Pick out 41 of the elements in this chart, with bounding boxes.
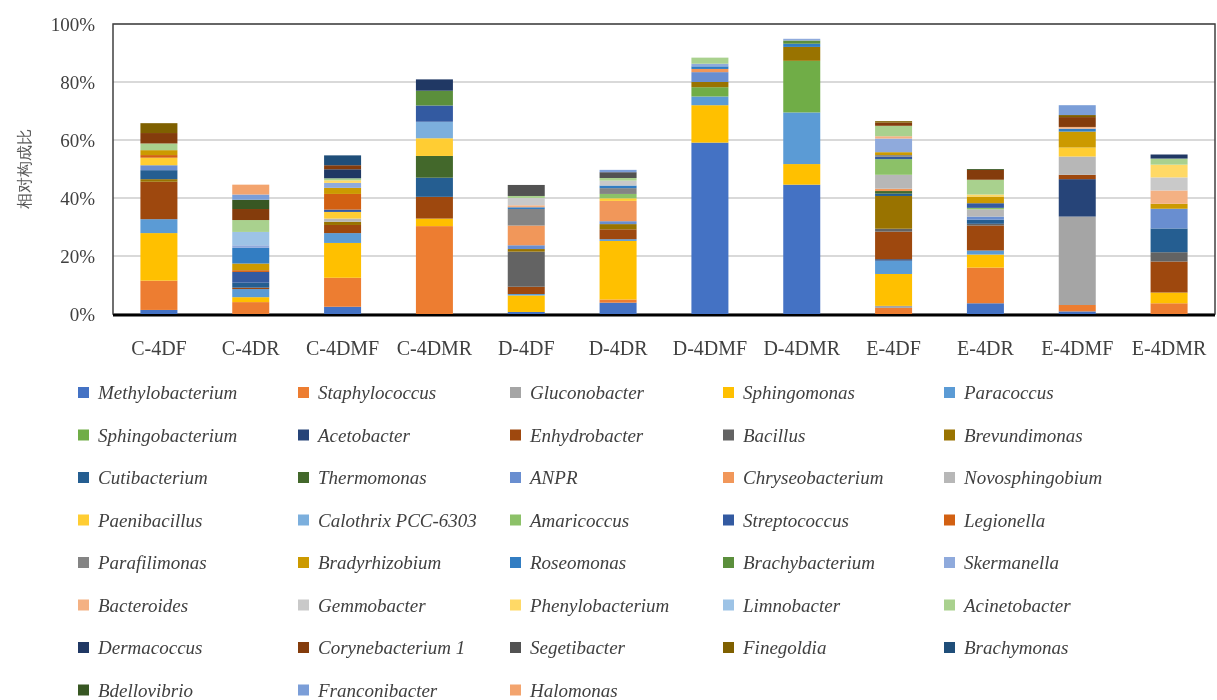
y-tick-label: 20% [60,246,96,267]
legend-label: Paracoccus [963,382,1054,403]
x-tick-label: C-4DF [131,337,187,359]
x-tick-label: D-4DR [588,337,649,359]
x-tick-label: D-4DF [497,337,555,359]
x-tick-label: C-4DMF [305,337,380,359]
x-tick-label: C-4DMR [396,337,473,359]
legend-label: Finegoldia [742,637,827,658]
legend-label: Legionella [963,509,1046,531]
y-tick-label: 60% [60,130,96,151]
y-tick-label: 0% [69,304,96,325]
legend-label: Thermomonas [318,467,427,488]
legend-label: Roseomonas [529,552,627,573]
legend-label: Limnobacter [742,594,841,616]
legend-label: Streptococcus [743,509,849,531]
x-tick-label: E-4DMR [1131,337,1207,359]
legend-label: Brachymonas [964,637,1069,658]
legend-label: Skermanella [964,552,1059,573]
legend-label: ANPR [528,467,578,488]
legend-label: Paenibacillus [97,509,203,531]
y-tick-label: 100% [50,14,96,35]
x-tick-label: E-4DR [957,337,1015,359]
legend-label: Cutibacterium [98,467,208,488]
x-tick-label: C-4DR [221,337,281,359]
legend-label: Segetibacter [530,637,626,658]
x-tick-label: E-4DF [866,337,921,359]
legend-label: Bdellovibrio [98,679,193,700]
legend-label: Bacillus [743,424,806,446]
x-tick-label: E-4DMF [1041,337,1114,359]
legend-label: Dermacoccus [97,637,203,658]
legend-label: Gemmobacter [318,594,427,616]
legend-label: Acetobacter [316,424,411,446]
legend-label: Sphingomonas [743,382,855,403]
y-tick-label: 80% [60,72,96,93]
y-tick-label: 40% [60,188,96,209]
x-tick-label: D-4DMR [763,337,841,359]
x-tick-label: D-4DMF [672,337,748,359]
legend-label: Halomonas [529,679,618,700]
legend-label: Gluconobacter [530,382,645,403]
legend-label: Bacteroides [98,594,189,616]
y-axis-title: 相对构成比 [15,129,34,209]
